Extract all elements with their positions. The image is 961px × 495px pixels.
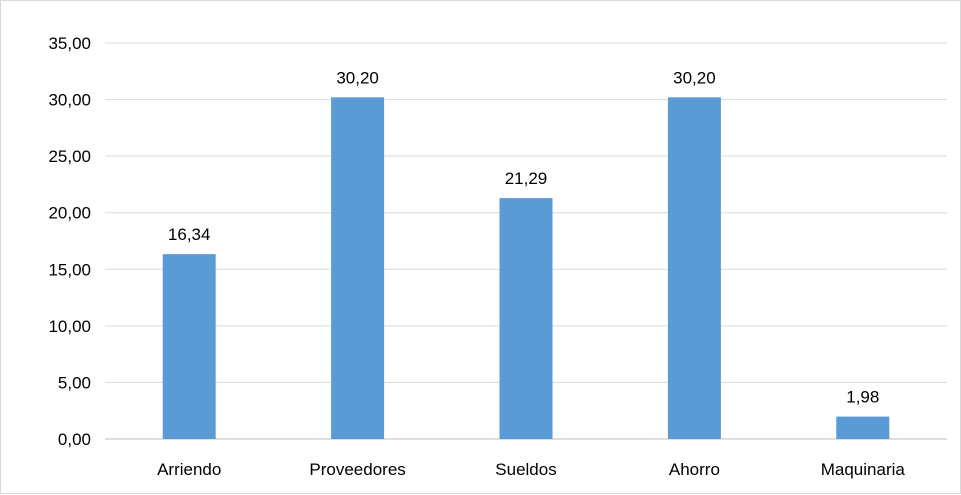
data-label: 21,29 [505, 169, 548, 188]
bars [162, 97, 890, 440]
y-tick-label: 20,00 [48, 204, 91, 223]
category-label: Arriendo [157, 460, 221, 479]
category-label: Maquinaria [821, 460, 906, 479]
bar-ahorro [667, 97, 721, 440]
y-tick-label: 30,00 [48, 91, 91, 110]
y-tick-label: 0,00 [58, 430, 91, 449]
y-axis-tick-labels: 0,00 5,00 10,00 15,00 20,00 25,00 30,00 35,00 [48, 34, 91, 449]
bar-maquinaria [836, 416, 890, 439]
category-label: Proveedores [309, 460, 405, 479]
y-tick-label: 5,00 [58, 373, 91, 392]
y-tick-label: 15,00 [48, 260, 91, 279]
data-label: 30,20 [673, 68, 716, 87]
category-label: Sueldos [495, 460, 556, 479]
x-axis-category-labels: Arriendo Proveedores Sueldos Ahorro Maquinar… [157, 460, 905, 479]
bar-sueldos [499, 198, 553, 439]
data-label: 1,98 [846, 388, 879, 407]
bar-proveedores [331, 97, 385, 440]
y-tick-label: 10,00 [48, 317, 91, 336]
y-tick-label: 35,00 [48, 34, 91, 53]
data-label: 16,34 [168, 225, 211, 244]
data-labels: 16,34 30,20 21,29 30,20 1,98 [168, 68, 879, 406]
category-label: Ahorro [669, 460, 720, 479]
data-label: 30,20 [336, 68, 379, 87]
bar-arriendo [162, 254, 216, 439]
y-tick-label: 25,00 [48, 147, 91, 166]
